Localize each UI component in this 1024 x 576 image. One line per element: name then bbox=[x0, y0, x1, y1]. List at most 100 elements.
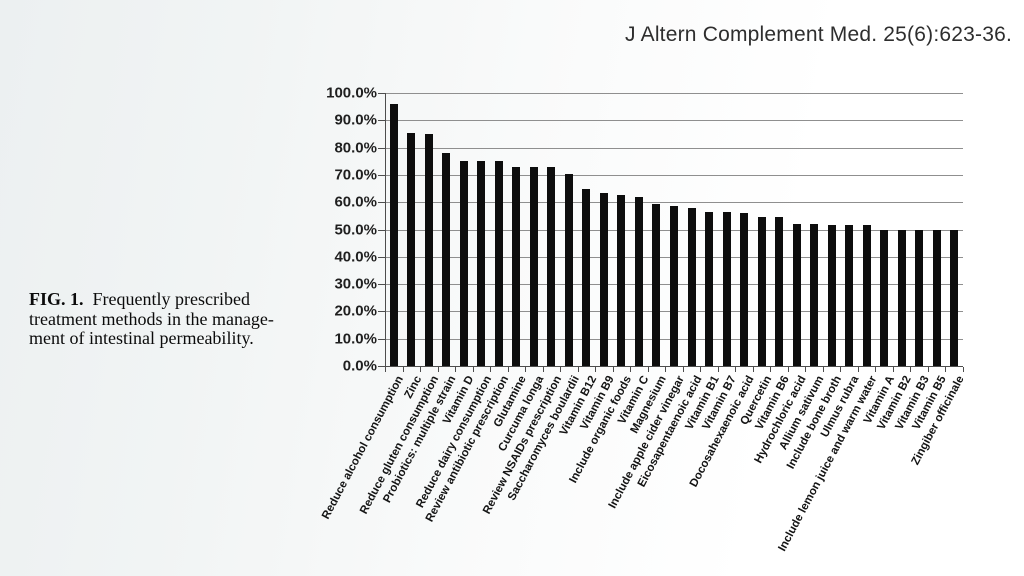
bar-docosahexaenoic-acid bbox=[740, 213, 749, 366]
x-axis-tick bbox=[892, 367, 894, 372]
y-axis-tick-label: 0.0% bbox=[342, 357, 377, 375]
bar-quercetin bbox=[757, 217, 766, 366]
y-axis-tick bbox=[378, 366, 385, 367]
x-axis-tick bbox=[472, 367, 474, 372]
y-axis-tick-label: 30.0% bbox=[334, 275, 377, 293]
y-axis-tick bbox=[378, 202, 385, 204]
x-axis-tick bbox=[595, 367, 597, 372]
bar-vitamin-c bbox=[634, 196, 643, 366]
bar-probiotics-multiple-strain bbox=[442, 153, 451, 366]
figure-caption: FIG. 1. Frequently prescribed treatment m… bbox=[29, 289, 313, 349]
y-axis-tick-label: 70.0% bbox=[334, 166, 377, 184]
x-axis-tick bbox=[560, 367, 562, 372]
x-axis-tick bbox=[665, 367, 667, 372]
y-axis-tick bbox=[378, 338, 385, 340]
x-axis-tick bbox=[402, 367, 404, 372]
x-axis-line bbox=[385, 366, 963, 367]
y-axis-tick-label: 20.0% bbox=[334, 302, 377, 320]
bar-zinc bbox=[407, 132, 416, 366]
y-axis-tick-label: 60.0% bbox=[334, 193, 377, 211]
bar-vitamin-b6 bbox=[775, 217, 784, 366]
figure-caption-line3: ment of intestinal permeability. bbox=[29, 328, 254, 348]
x-axis-tick bbox=[542, 367, 544, 372]
x-axis-tick bbox=[735, 367, 737, 372]
bar-allium-sativum bbox=[810, 224, 819, 366]
x-axis-tick bbox=[927, 367, 929, 372]
bar-include-apple-cider-vinegar bbox=[670, 206, 678, 366]
y-axis-tick bbox=[378, 311, 385, 313]
y-gridline bbox=[385, 202, 963, 204]
y-axis-tick bbox=[378, 120, 385, 122]
bar-vitamin-b3 bbox=[915, 229, 924, 366]
bar-include-bone-broth bbox=[827, 225, 836, 366]
x-axis-tick bbox=[840, 367, 842, 372]
y-axis-tick bbox=[378, 229, 385, 231]
bar-eicosapentaenoic-acid bbox=[687, 207, 696, 366]
y-axis-tick bbox=[378, 147, 385, 149]
bar-reduce-gluten-consumption bbox=[424, 133, 433, 366]
journal-reference: J Altern Complement Med. 25(6):623-36. bbox=[625, 23, 1012, 46]
bar-include-lemon-juice-and-warm-water bbox=[862, 225, 871, 366]
x-axis-tick bbox=[630, 367, 632, 372]
y-gridline bbox=[385, 93, 963, 94]
y-gridline bbox=[385, 174, 963, 176]
figure-caption-line2: treatment methods in the manage- bbox=[29, 308, 274, 329]
bar-magnesium bbox=[652, 203, 661, 366]
x-axis-tick bbox=[787, 367, 789, 372]
bar-vitamin-b2 bbox=[897, 229, 906, 366]
x-axis-tick bbox=[577, 367, 579, 372]
x-axis-tick bbox=[963, 367, 964, 372]
bar-vitamin-b1 bbox=[705, 211, 714, 366]
y-axis-line bbox=[385, 93, 386, 366]
y-gridline bbox=[385, 147, 963, 149]
y-axis-tick-label: 80.0% bbox=[334, 139, 377, 157]
bar-review-nsaids-prescription bbox=[547, 166, 556, 366]
x-axis-tick bbox=[805, 367, 807, 372]
x-axis-tick bbox=[420, 367, 422, 372]
y-axis-tick-label: 50.0% bbox=[334, 221, 377, 238]
bar-vitamin-d bbox=[459, 161, 468, 366]
y-axis-tick bbox=[378, 256, 385, 258]
y-axis-tick-label: 40.0% bbox=[334, 248, 377, 266]
x-axis-tick bbox=[385, 367, 386, 372]
y-axis-tick-label: 90.0% bbox=[334, 111, 377, 129]
y-axis-tick bbox=[378, 284, 385, 286]
x-axis-tick bbox=[682, 367, 684, 372]
y-gridline bbox=[385, 120, 963, 122]
bar-hydrochloric-acid bbox=[792, 224, 801, 366]
x-axis-tick bbox=[647, 367, 649, 372]
bar-glutamine bbox=[512, 166, 521, 366]
y-axis-tick-label: 100.0% bbox=[326, 84, 377, 102]
bar-vitamin-b5 bbox=[932, 229, 941, 366]
y-axis-tick bbox=[378, 174, 385, 176]
x-axis-tick bbox=[455, 367, 457, 372]
bar-vitamin-a bbox=[880, 229, 889, 366]
bar-vitamin-b12 bbox=[582, 188, 591, 366]
bar-vitamin-b7 bbox=[722, 211, 731, 366]
bar-ulmus-rubra bbox=[845, 225, 854, 366]
x-axis-tick bbox=[822, 367, 824, 372]
x-axis-tick bbox=[507, 367, 509, 372]
x-axis-tick bbox=[857, 367, 859, 372]
x-axis-tick bbox=[525, 367, 527, 372]
x-axis-tick bbox=[910, 367, 912, 372]
bar-curcuma-longa bbox=[529, 166, 538, 366]
figure-caption-line1: Frequently prescribed bbox=[92, 289, 250, 309]
x-axis-tick bbox=[945, 367, 947, 372]
x-axis-tick bbox=[717, 367, 719, 372]
bar-vitamin-b9 bbox=[599, 192, 608, 366]
y-axis-tick-label: 10.0% bbox=[334, 330, 377, 348]
x-axis-tick bbox=[875, 367, 877, 372]
y-axis-tick bbox=[378, 93, 385, 94]
bar-zingiber-officinale bbox=[950, 229, 959, 366]
x-axis-tick bbox=[700, 367, 702, 372]
x-axis-tick bbox=[437, 367, 439, 372]
x-axis-tick bbox=[752, 367, 754, 372]
bar-reduce-alcohol-consumption bbox=[389, 103, 398, 366]
x-axis-tick bbox=[770, 367, 772, 372]
bar-include-organic-foods bbox=[617, 195, 626, 366]
bar-saccharomyces-boulardii bbox=[564, 173, 573, 366]
x-axis-tick bbox=[612, 367, 614, 372]
x-axis-tick bbox=[490, 367, 492, 372]
